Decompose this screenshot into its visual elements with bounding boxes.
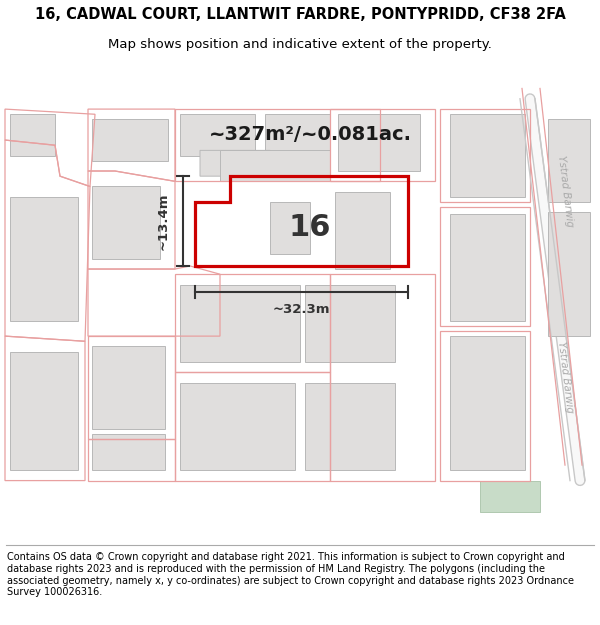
Polygon shape (305, 382, 395, 470)
Polygon shape (548, 119, 590, 202)
Polygon shape (180, 284, 300, 362)
Text: 16: 16 (289, 213, 331, 243)
Polygon shape (10, 114, 55, 156)
Text: ~13.4m: ~13.4m (157, 192, 170, 250)
Polygon shape (270, 202, 310, 254)
Polygon shape (450, 336, 525, 470)
Polygon shape (335, 192, 390, 269)
Polygon shape (180, 114, 255, 156)
Polygon shape (10, 352, 78, 470)
Polygon shape (548, 213, 590, 336)
Text: Ystrad Barwig: Ystrad Barwig (556, 155, 574, 228)
Polygon shape (265, 114, 330, 161)
Polygon shape (338, 114, 420, 171)
Polygon shape (180, 382, 295, 470)
Polygon shape (200, 151, 270, 176)
Text: Ystrad Barwig: Ystrad Barwig (556, 341, 574, 414)
Polygon shape (480, 481, 540, 511)
Polygon shape (92, 434, 165, 470)
Polygon shape (450, 114, 525, 197)
Text: Map shows position and indicative extent of the property.: Map shows position and indicative extent… (108, 38, 492, 51)
Text: 16, CADWAL COURT, LLANTWIT FARDRE, PONTYPRIDD, CF38 2FA: 16, CADWAL COURT, LLANTWIT FARDRE, PONTY… (35, 7, 565, 22)
Text: ~327m²/~0.081ac.: ~327m²/~0.081ac. (209, 126, 412, 144)
Polygon shape (92, 186, 160, 259)
Polygon shape (10, 197, 78, 321)
Polygon shape (92, 119, 168, 161)
Polygon shape (450, 214, 525, 321)
Text: Contains OS data © Crown copyright and database right 2021. This information is : Contains OS data © Crown copyright and d… (7, 552, 574, 598)
Polygon shape (92, 346, 165, 429)
Polygon shape (305, 284, 395, 362)
Polygon shape (220, 151, 330, 181)
Text: ~32.3m: ~32.3m (273, 302, 330, 316)
